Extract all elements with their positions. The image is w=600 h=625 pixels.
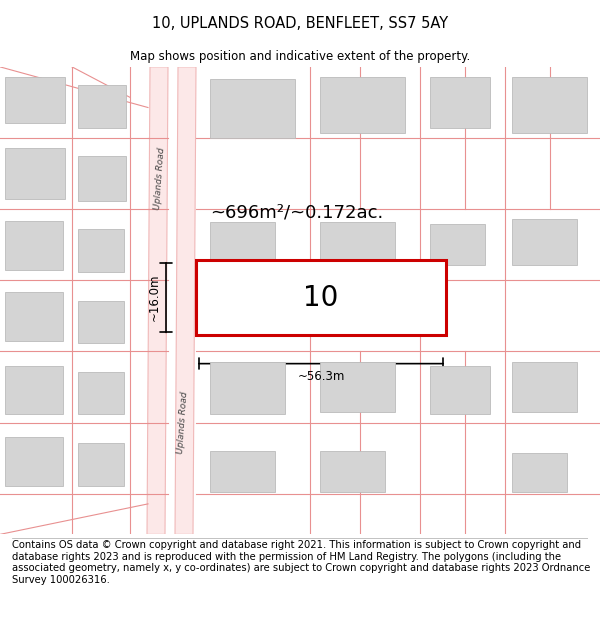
- Text: ~56.3m: ~56.3m: [298, 370, 344, 382]
- Bar: [430, 224, 485, 265]
- Bar: [320, 222, 395, 268]
- Bar: [78, 229, 124, 272]
- Bar: [5, 437, 63, 486]
- Bar: [320, 77, 405, 133]
- Text: Uplands Road: Uplands Road: [176, 391, 190, 454]
- Bar: [78, 372, 124, 414]
- Bar: [430, 366, 490, 414]
- Bar: [320, 362, 395, 413]
- Bar: [5, 148, 65, 199]
- Text: Uplands Road: Uplands Road: [154, 147, 167, 210]
- Bar: [512, 453, 567, 492]
- Bar: [5, 221, 63, 270]
- Bar: [210, 79, 295, 138]
- Polygon shape: [175, 67, 196, 534]
- Bar: [196, 260, 446, 335]
- Bar: [512, 219, 577, 265]
- Bar: [78, 443, 124, 486]
- Text: ~16.0m: ~16.0m: [148, 274, 161, 321]
- Text: Map shows position and indicative extent of the property.: Map shows position and indicative extent…: [130, 50, 470, 63]
- Text: ~696m²/~0.172ac.: ~696m²/~0.172ac.: [210, 203, 383, 221]
- Text: 10: 10: [304, 284, 338, 312]
- Bar: [5, 77, 65, 122]
- Bar: [512, 362, 577, 413]
- Bar: [320, 451, 385, 492]
- Bar: [78, 85, 126, 128]
- Bar: [430, 77, 490, 128]
- Text: Contains OS data © Crown copyright and database right 2021. This information is : Contains OS data © Crown copyright and d…: [12, 540, 590, 585]
- Polygon shape: [147, 67, 168, 534]
- Bar: [78, 156, 126, 201]
- Bar: [5, 366, 63, 414]
- Bar: [78, 301, 124, 343]
- Bar: [5, 292, 63, 341]
- Bar: [210, 451, 275, 492]
- Bar: [210, 222, 275, 268]
- Text: 10, UPLANDS ROAD, BENFLEET, SS7 5AY: 10, UPLANDS ROAD, BENFLEET, SS7 5AY: [152, 16, 448, 31]
- Bar: [512, 77, 587, 133]
- Bar: [210, 362, 285, 414]
